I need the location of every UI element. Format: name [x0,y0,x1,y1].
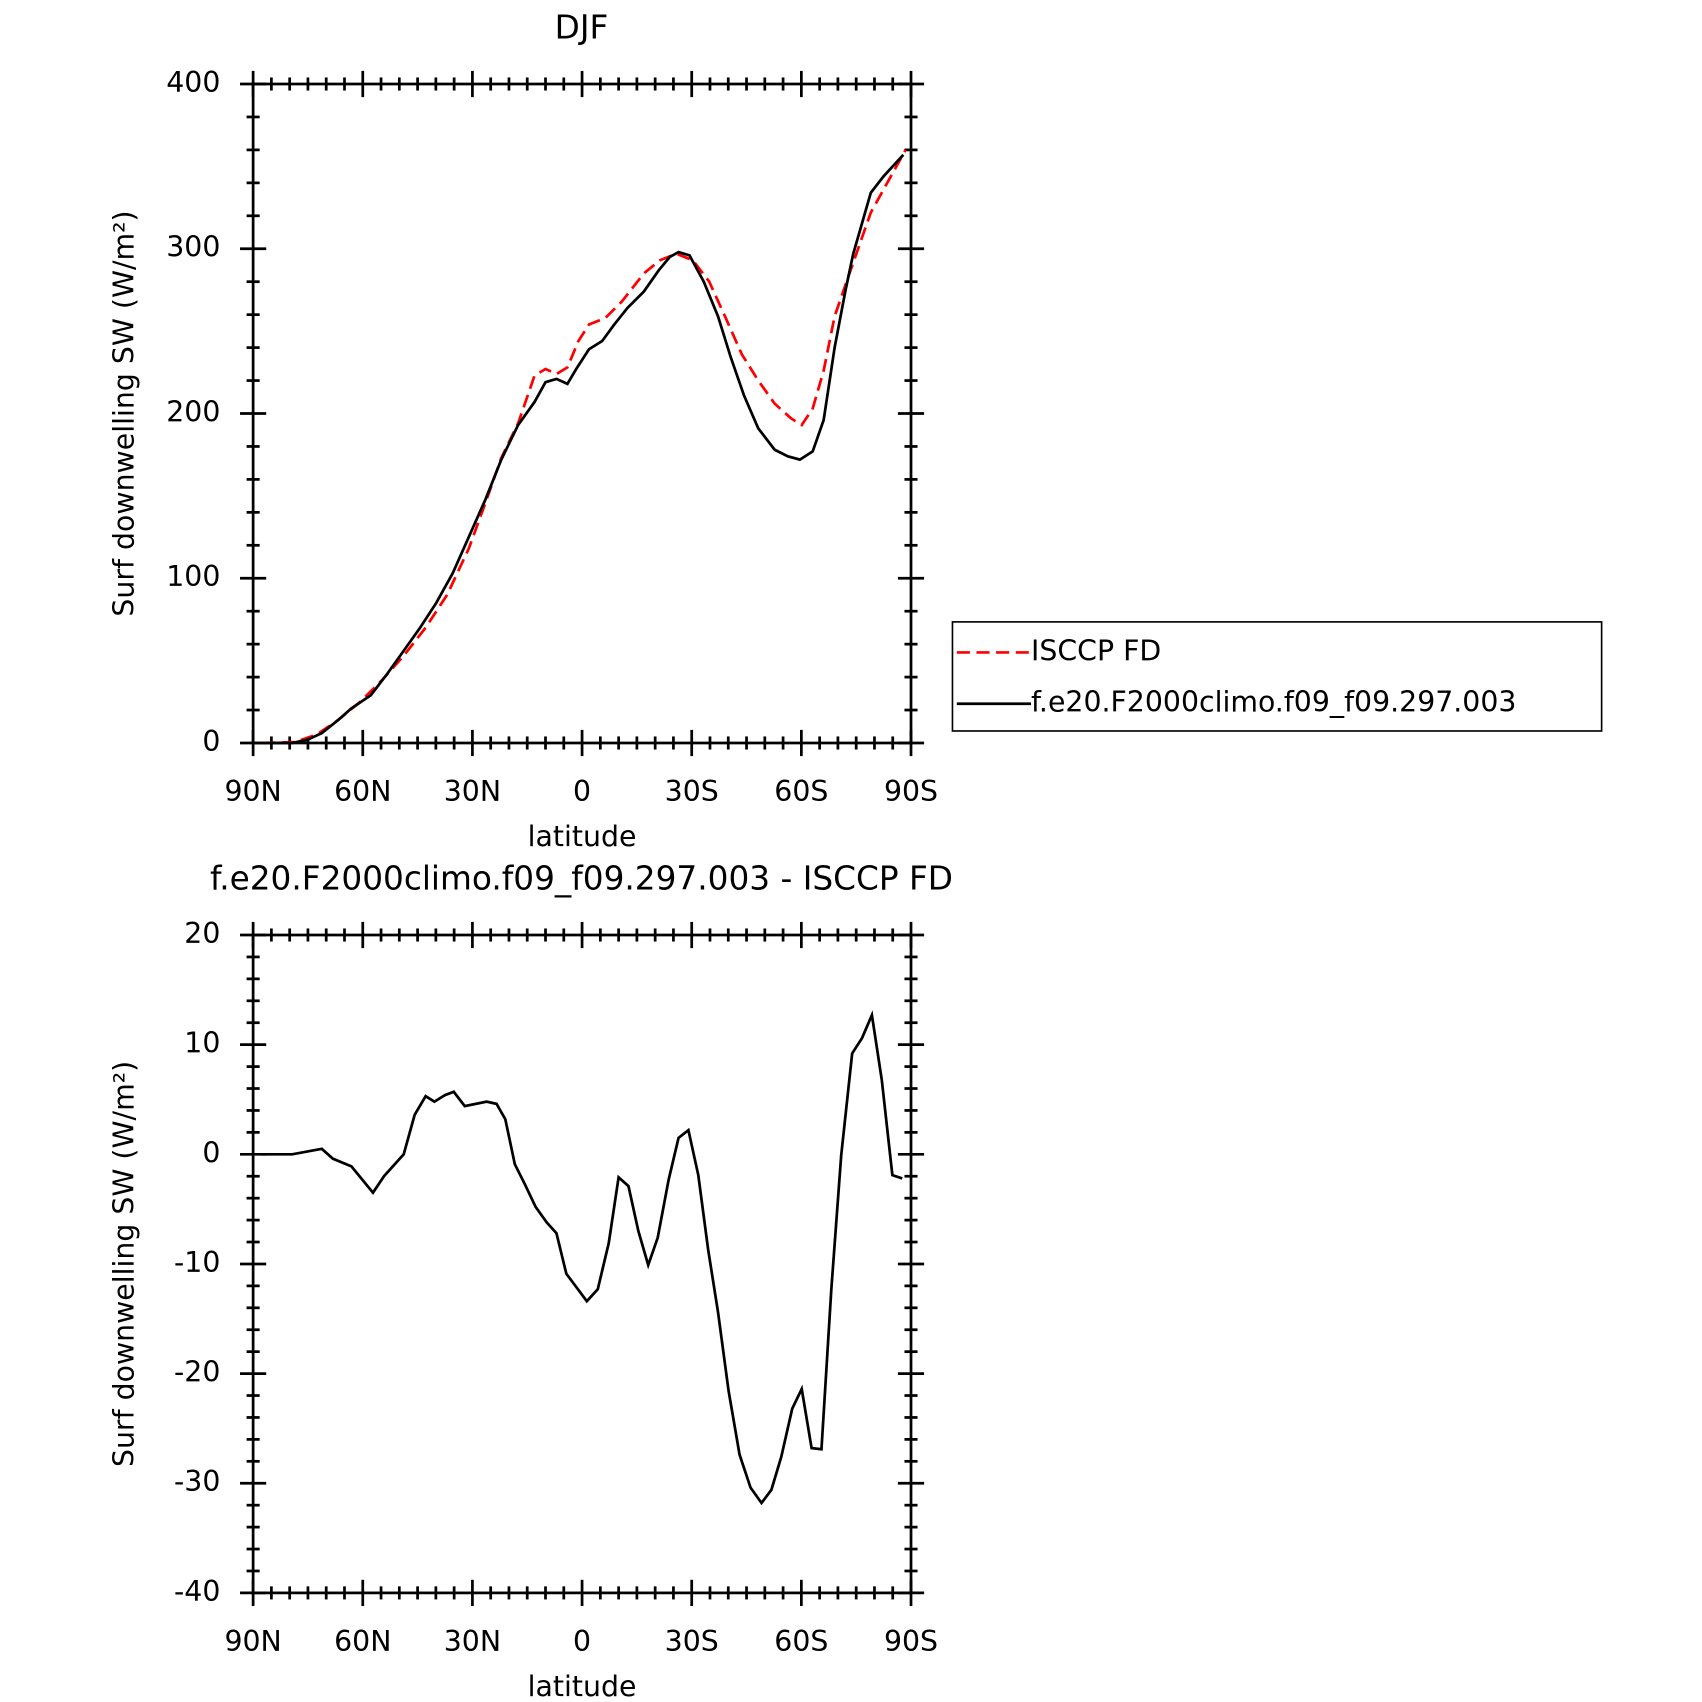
x-tick-label: 90S [884,1625,938,1658]
y-tick-label: -20 [174,1356,220,1389]
x-tick-label: 30S [665,1625,719,1658]
plot-frame [251,82,913,745]
legend-label: f.e20.F2000climo.f09_f09.297.003 [1031,686,1516,719]
y-tick-label: -40 [174,1575,220,1608]
y-tick-label: 0 [202,725,220,758]
y-tick-label: 10 [184,1027,220,1060]
y-tick-label: -10 [174,1246,220,1279]
y-tick-label: 300 [166,231,220,264]
x-tick-label: 60N [334,775,391,808]
legend-box [951,621,1603,732]
x-tick-label: 0 [573,775,591,808]
x-tick-label: 90N [224,1625,281,1658]
y-tick-label: 200 [166,395,220,428]
y-tick-label: 400 [166,66,220,99]
chart-title: f.e20.F2000climo.f09_f09.297.003 - ISCCP… [210,859,953,897]
x-tick-label: 30N [444,1625,501,1658]
x-tick-label: 90N [224,775,281,808]
plot-frame [251,933,913,1595]
data-line [261,153,905,745]
x-tick-label: 60S [774,775,828,808]
x-tick-label: 90S [884,775,938,808]
y-axis-label: Surf downwelling SW (W/m²) [107,210,140,616]
x-tick-label: 60S [774,1625,828,1658]
y-tick-label: 20 [184,917,220,950]
x-tick-label: 60N [334,1625,391,1658]
x-axis-label: latitude [528,820,637,853]
y-axis-label: Surf downwelling SW (W/m²) [107,1061,140,1467]
y-tick-label: -30 [174,1465,220,1498]
data-line [261,1010,903,1506]
y-tick-label: 0 [202,1136,220,1169]
data-line [261,149,907,745]
x-tick-label: 0 [573,1625,591,1658]
chart-title: DJF [555,8,609,46]
y-tick-label: 100 [166,560,220,593]
x-axis-label: latitude [528,1670,637,1702]
x-tick-label: 30N [444,775,501,808]
x-tick-label: 30S [665,775,719,808]
legend-label: ISCCP FD [1031,634,1161,667]
